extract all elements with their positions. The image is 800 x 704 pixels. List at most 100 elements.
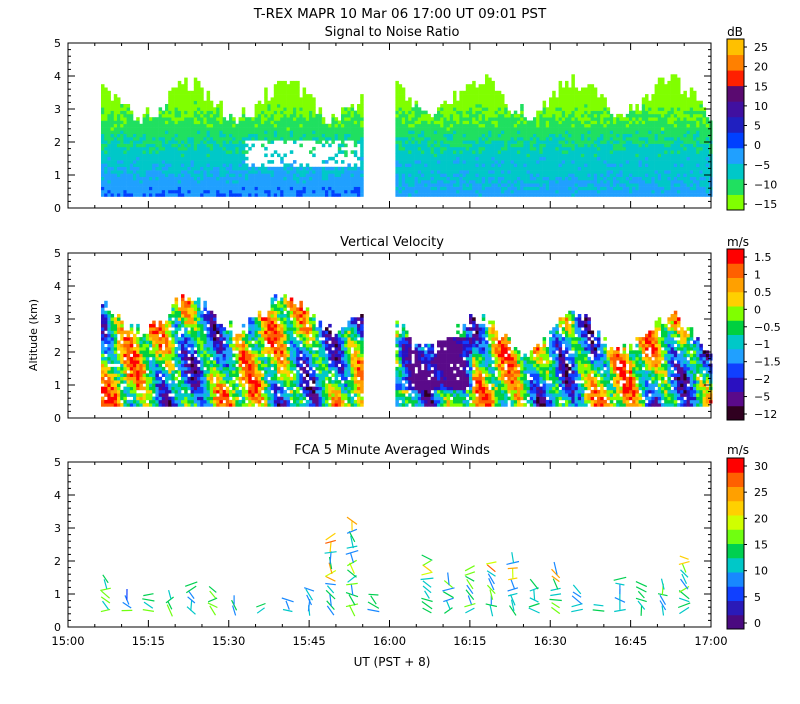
heatmap-cell: [443, 156, 447, 161]
heatmap-cell: [459, 123, 463, 128]
heatmap-cell: [264, 120, 268, 125]
heatmap-cell: [305, 186, 310, 191]
heatmap-cell: [357, 123, 361, 128]
heatmap-cell: [161, 193, 166, 197]
heatmap-cell: [539, 123, 543, 128]
heatmap-cell: [661, 97, 665, 101]
heatmap-cell: [651, 137, 655, 141]
heatmap-cell: [190, 113, 195, 118]
heatmap-cell: [539, 166, 543, 171]
heatmap-cell: [149, 140, 153, 144]
heatmap-cell: [686, 123, 691, 128]
heatmap-cell: [565, 150, 569, 154]
heatmap-cell: [696, 123, 700, 128]
heatmap-cell: [286, 104, 291, 108]
heatmap-cell: [696, 193, 700, 197]
heatmap-cell: [424, 150, 428, 154]
heatmap-cell: [648, 100, 652, 105]
heatmap-cell: [657, 160, 662, 164]
heatmap-cell: [289, 170, 294, 174]
heatmap-cell: [440, 130, 444, 134]
heatmap-cell: [683, 123, 687, 128]
heatmap-cell: [293, 113, 297, 118]
heatmap-cell: [510, 163, 515, 167]
heatmap-cell: [491, 166, 495, 171]
heatmap-cell: [587, 143, 591, 148]
heatmap-cell: [222, 183, 227, 187]
heatmap-cell: [123, 123, 127, 128]
heatmap-cell: [353, 110, 358, 115]
heatmap-cell: [683, 166, 687, 171]
heatmap-cell: [353, 127, 358, 131]
heatmap-cell: [549, 150, 553, 154]
heatmap-cell: [616, 140, 620, 144]
heatmap-cell: [395, 117, 399, 121]
heatmap-cell: [632, 189, 636, 194]
heatmap-cell: [104, 186, 108, 191]
heatmap-cell: [609, 150, 614, 154]
heatmap-cell: [683, 179, 687, 184]
heatmap-cell: [645, 156, 649, 161]
heatmap-cell: [661, 140, 665, 144]
heatmap-cell: [443, 183, 447, 187]
heatmap-cell: [133, 189, 137, 194]
heatmap-cell: [590, 133, 595, 138]
heatmap-cell: [433, 186, 438, 191]
heatmap-cell: [360, 183, 364, 187]
heatmap-cell: [552, 107, 556, 111]
heatmap-cell: [283, 87, 287, 92]
heatmap-cell: [680, 117, 684, 121]
heatmap-cell: [565, 123, 569, 128]
heatmap-cell: [168, 123, 172, 128]
heatmap-cell: [587, 110, 591, 115]
heatmap-cell: [120, 160, 124, 164]
heatmap-cell: [645, 94, 649, 98]
heatmap-cell: [203, 179, 207, 184]
heatmap-cell: [280, 113, 284, 118]
heatmap-cell: [421, 117, 425, 121]
heatmap-cell: [136, 123, 140, 128]
heatmap-cell: [286, 113, 291, 118]
heatmap-cell: [235, 193, 239, 197]
heatmap-cell: [481, 107, 486, 111]
heatmap-cell: [462, 170, 467, 174]
heatmap-cell: [312, 179, 316, 184]
heatmap-cell: [619, 173, 623, 177]
heatmap-cell: [648, 170, 652, 174]
heatmap-cell: [129, 146, 134, 151]
heatmap-cell: [293, 186, 297, 191]
heatmap-cell: [475, 127, 479, 131]
heatmap-cell: [693, 153, 697, 158]
heatmap-cell: [315, 113, 319, 118]
heatmap-cell: [520, 120, 524, 125]
heatmap-cell: [149, 170, 153, 174]
heatmap-cell: [398, 166, 403, 171]
heatmap-cell: [632, 153, 636, 158]
heatmap-cell: [280, 133, 284, 138]
heatmap-cell: [619, 189, 623, 194]
heatmap-cell: [526, 166, 531, 171]
heatmap-cell: [625, 150, 630, 154]
heatmap-cell: [443, 186, 447, 191]
heatmap-cell: [104, 137, 108, 141]
heatmap-cell: [129, 179, 134, 184]
heatmap-cell: [293, 130, 297, 134]
heatmap-cell: [254, 166, 259, 171]
heatmap-cell: [190, 120, 195, 125]
heatmap-cell: [613, 140, 617, 144]
heatmap-cell: [536, 166, 540, 171]
heatmap-cell: [360, 193, 364, 197]
heatmap-cell: [661, 183, 665, 187]
heatmap-cell: [661, 156, 665, 161]
heatmap-cell: [488, 120, 492, 125]
heatmap-cell: [491, 156, 495, 161]
heatmap-cell: [478, 94, 483, 98]
heatmap-cell: [120, 193, 124, 197]
heatmap-cell: [664, 137, 668, 141]
heatmap-cell: [558, 113, 563, 118]
heatmap-cell: [593, 160, 598, 164]
heatmap-cell: [267, 123, 271, 128]
heatmap-cell: [603, 127, 607, 131]
heatmap-cell: [117, 127, 121, 131]
heatmap-cell: [401, 113, 406, 118]
